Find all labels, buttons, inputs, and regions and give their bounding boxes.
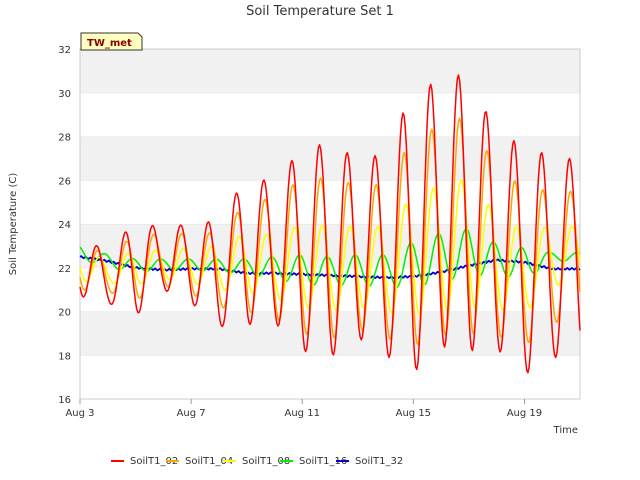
legend: SoilT1_02 SoilT1_04 SoilT1_08 SoilT1_16 Soil… xyxy=(111,456,403,467)
series-lines xyxy=(79,74,581,374)
grid-bands xyxy=(80,48,580,399)
legend-label: SoilT1_32 xyxy=(355,456,403,467)
y-tick-label: 32 xyxy=(58,45,71,56)
series-line-soilt1-08 xyxy=(79,179,581,316)
y-tick-label: 26 xyxy=(58,176,71,187)
y-axis-ticks: 16 18 20 22 24 26 28 30 32 xyxy=(58,45,71,406)
station-tag-label: TW_met xyxy=(87,38,132,49)
y-axis-label: Soil Temperature (C) xyxy=(8,173,19,276)
x-tick-label: Aug 3 xyxy=(65,408,94,419)
y-tick-label: 28 xyxy=(58,133,71,144)
x-tick-label: Aug 7 xyxy=(177,408,206,419)
x-tick-label: Aug 11 xyxy=(285,408,320,419)
x-axis-label: Time xyxy=(553,425,578,436)
series-line-soilt1-04 xyxy=(79,117,581,346)
legend-label: SoilT1_08 xyxy=(242,456,290,467)
plot-frame xyxy=(79,48,581,400)
y-tick-label: 30 xyxy=(58,89,71,100)
grid-band xyxy=(80,49,580,93)
legend-label: SoilT1_16 xyxy=(299,456,347,467)
station-tag: TW_met xyxy=(80,32,143,51)
legend-label: SoilT1_02 xyxy=(130,456,178,467)
legend-label: SoilT1_04 xyxy=(185,456,233,467)
x-tick-label: Aug 19 xyxy=(507,408,542,419)
grid-band xyxy=(80,136,580,181)
y-tick-label: 24 xyxy=(58,220,71,231)
chart-title: Soil Temperature Set 1 xyxy=(246,4,394,19)
y-tick-label: 20 xyxy=(58,308,71,319)
series-line-soilt1-02 xyxy=(79,74,581,374)
y-tick-label: 16 xyxy=(58,395,71,406)
x-axis-ticks: Aug 3 Aug 7 Aug 11 Aug 15 Aug 19 xyxy=(65,399,542,419)
station-tag-box xyxy=(80,32,143,51)
x-tick-label: Aug 15 xyxy=(396,408,431,419)
y-tick-label: 18 xyxy=(58,351,71,362)
grid-band xyxy=(80,92,580,137)
y-tick-label: 22 xyxy=(58,264,71,275)
series-line-soilt1-16 xyxy=(79,228,581,289)
grid-band xyxy=(80,180,580,224)
grid-band xyxy=(80,355,580,399)
